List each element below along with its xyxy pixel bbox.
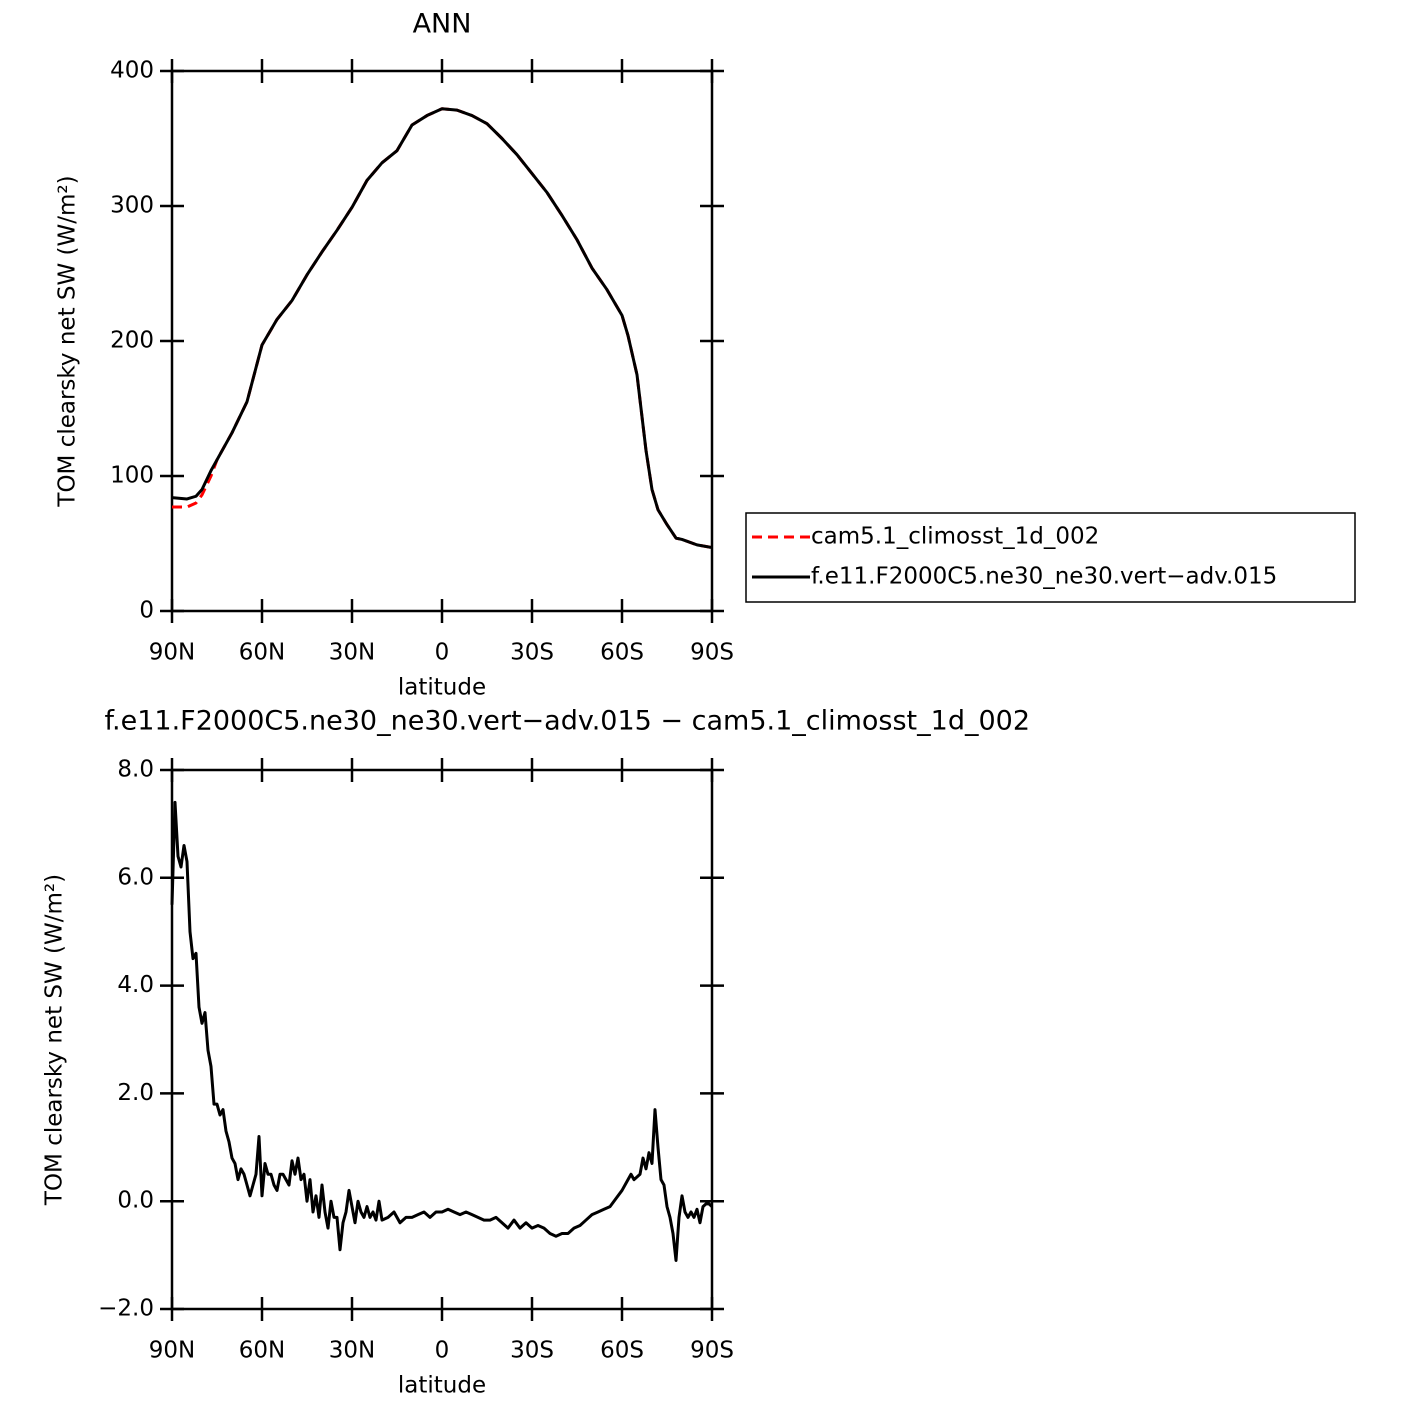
y-tick-label: 4.0 (117, 972, 154, 998)
data-line (172, 107, 713, 550)
y-axis-label: TOM clearsky net SW (W/m²) (55, 175, 81, 507)
legend: cam5.1_climosst_1d_002 f.e11.F2000C5.ne30… (745, 512, 1356, 603)
x-tick-label: 60N (239, 640, 285, 666)
y-tick-label: 400 (110, 58, 154, 84)
x-tick-label: 60S (600, 1338, 644, 1364)
chart-title: f.e11.F2000C5.ne30_ne30.vert−adv.015 − c… (104, 706, 1030, 737)
x-tick-label: 90N (149, 1338, 195, 1364)
x-tick-label: 90S (690, 640, 734, 666)
y-tick-label: 100 (110, 463, 154, 489)
x-tick-label: 30S (510, 640, 554, 666)
x-tick-label: 0 (435, 640, 450, 666)
x-tick-label: 60N (239, 1338, 285, 1364)
y-tick-label: 300 (110, 193, 154, 219)
plot-frame (170, 69, 714, 613)
plot-frame (170, 768, 714, 1311)
data-line (171, 107, 713, 550)
y-tick-label: 6.0 (117, 864, 154, 890)
data-line (170, 800, 714, 1262)
y-axis-label: TOM clearsky net SW (W/m²) (42, 874, 68, 1206)
chart-title: ANN (413, 9, 472, 40)
x-tick-label: 0 (435, 1338, 450, 1364)
x-tick-label: 30N (329, 1338, 375, 1364)
x-tick-label: 90S (690, 1338, 734, 1364)
x-tick-label: 30S (510, 1338, 554, 1364)
y-tick-label: 0 (139, 598, 154, 624)
legend-label: f.e11.F2000C5.ne30_ne30.vert−adv.015 (811, 564, 1277, 590)
x-tick-label: 60S (600, 640, 644, 666)
legend-box (745, 512, 1356, 603)
y-tick-label: 200 (110, 328, 154, 354)
x-tick-label: 90N (149, 640, 195, 666)
y-tick-label: 8.0 (117, 757, 154, 783)
y-tick-label: 0.0 (117, 1188, 154, 1214)
x-tick-label: 30N (329, 640, 375, 666)
legend-label: cam5.1_climosst_1d_002 (811, 524, 1099, 550)
x-axis-label: latitude (398, 675, 486, 701)
x-axis-label: latitude (398, 1373, 486, 1399)
y-tick-label: 2.0 (117, 1080, 154, 1106)
y-tick-label: −2.0 (98, 1296, 154, 1322)
